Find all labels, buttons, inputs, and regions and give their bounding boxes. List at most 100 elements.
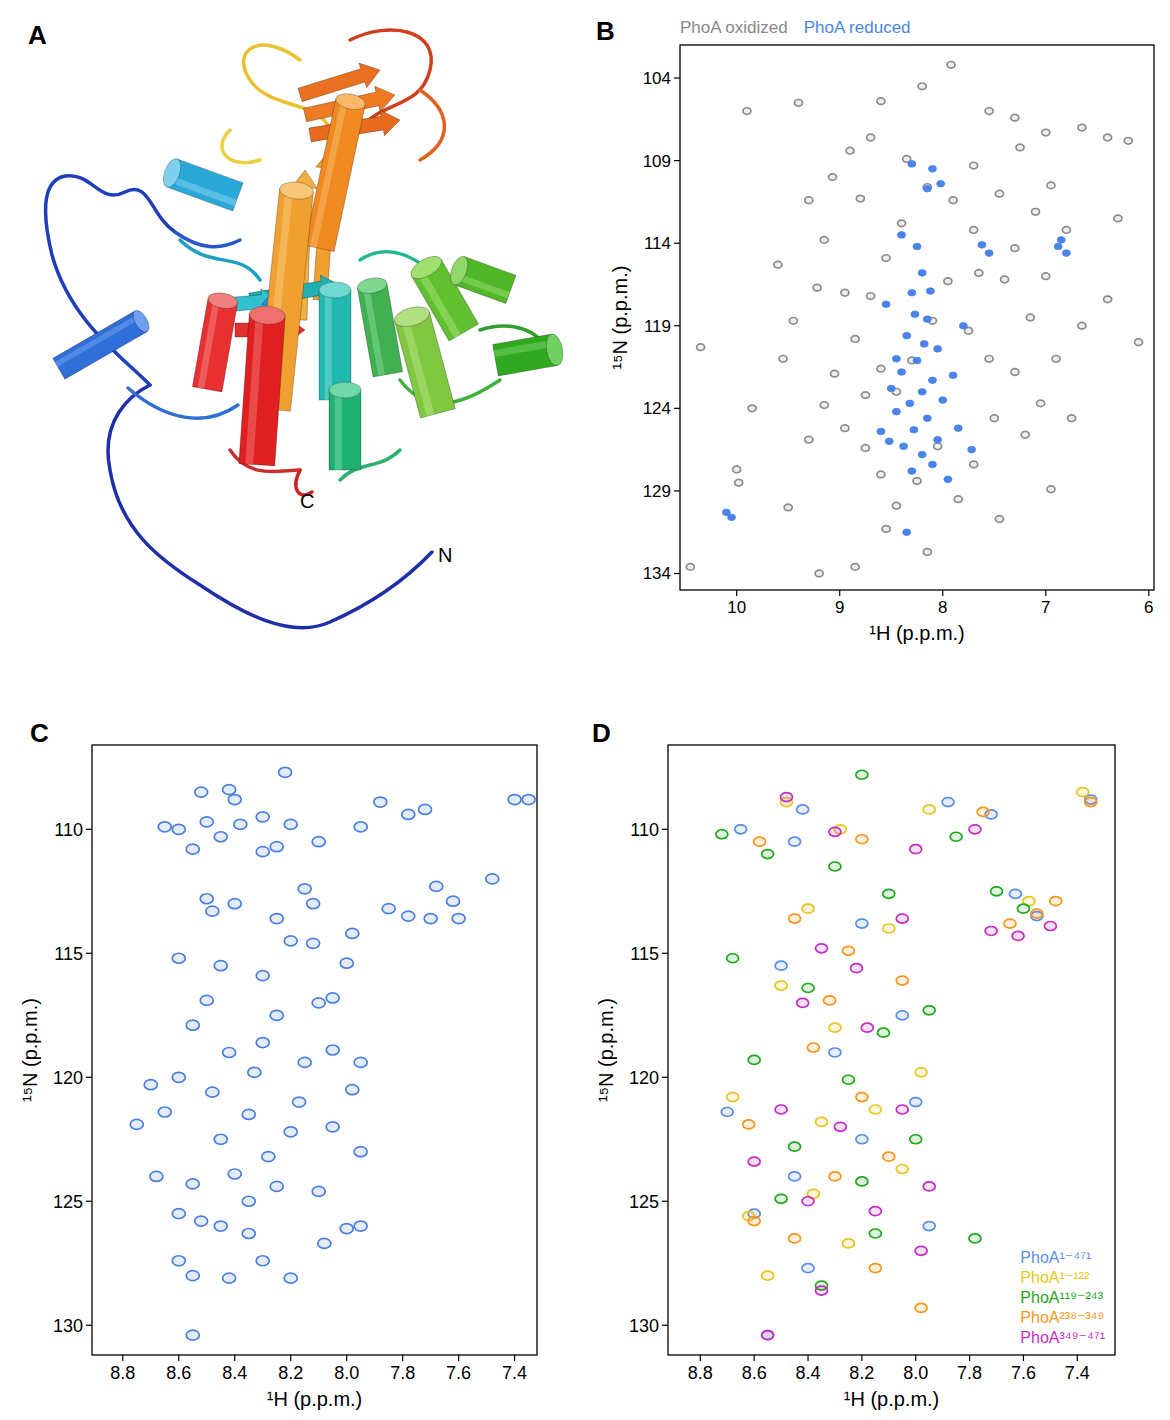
y-tick [86, 829, 92, 830]
x-tick-label: 7.4 [1065, 1363, 1090, 1383]
terminus-label: N [438, 544, 452, 566]
peak [915, 1246, 927, 1255]
peak [851, 564, 859, 571]
peak [968, 446, 976, 453]
peak [1114, 215, 1122, 222]
peak [1021, 431, 1029, 438]
helix-shine [401, 318, 435, 417]
y-tick [674, 160, 680, 161]
peak [256, 971, 269, 981]
peak [911, 311, 919, 318]
peak [829, 1172, 841, 1181]
peak [780, 793, 792, 802]
peak [242, 1196, 255, 1206]
peak [802, 1197, 814, 1206]
peak [829, 827, 841, 836]
peak [877, 428, 885, 435]
peak [869, 1264, 881, 1273]
x-tick-label: 8.6 [742, 1363, 767, 1383]
peak [200, 894, 213, 904]
x-tick [290, 1355, 291, 1361]
y-tick [674, 325, 680, 326]
x-tick-label: 8.0 [334, 1363, 359, 1383]
peak [186, 1020, 199, 1030]
helix-cap [319, 282, 351, 298]
legend-label: PhoA reduced [804, 18, 911, 37]
peak [923, 316, 931, 323]
peak [346, 928, 359, 938]
peak [340, 1224, 353, 1234]
peak [985, 355, 993, 362]
y-tick-label: 130 [53, 1316, 83, 1336]
peak [762, 1271, 774, 1280]
peak [270, 914, 283, 924]
peak [1012, 931, 1024, 940]
peak [841, 425, 849, 432]
peak [892, 355, 900, 362]
peak [975, 270, 983, 277]
peak [721, 1107, 733, 1116]
peak [284, 819, 297, 829]
peak [908, 468, 916, 475]
peak [326, 1122, 339, 1132]
panel-letter: D [592, 718, 611, 748]
peak [775, 981, 787, 990]
peak [779, 355, 787, 362]
helix-body [305, 99, 366, 252]
peak [1068, 415, 1076, 422]
helix-body [192, 298, 237, 392]
peak [954, 425, 962, 432]
cartoon-helix [192, 291, 238, 392]
peak [186, 1179, 199, 1189]
peak [829, 1048, 841, 1057]
peak [256, 847, 269, 857]
peak [284, 1127, 297, 1137]
peak [892, 502, 900, 509]
figure: ANC109876104109114119124129134¹H (p.p.m.… [0, 0, 1170, 1420]
peak [970, 461, 978, 468]
cartoon-helix [493, 333, 566, 376]
peak [950, 832, 962, 841]
peak [928, 377, 936, 384]
peak [898, 232, 906, 239]
peak [908, 161, 916, 168]
y-tick [86, 953, 92, 954]
x-tick [402, 1355, 403, 1361]
peak [256, 1038, 269, 1048]
peak [284, 1273, 297, 1283]
legend: PhoA oxidizedPhoA reduced [680, 18, 911, 37]
x-tick [754, 1355, 755, 1361]
peak [234, 819, 247, 829]
peak [1011, 245, 1019, 252]
peak [130, 1119, 143, 1129]
peak [842, 946, 854, 955]
x-axis-title: ¹H (p.p.m.) [869, 622, 965, 644]
y-tick-label: 114 [644, 234, 671, 253]
cartoon-helix [53, 308, 152, 379]
peak [937, 180, 945, 187]
peak [312, 1186, 325, 1196]
y-tick [662, 1325, 668, 1326]
peak [158, 822, 171, 832]
peak [934, 443, 942, 450]
peak [807, 1043, 819, 1052]
peak [841, 289, 849, 296]
y-tick-label: 119 [644, 317, 671, 336]
peak [934, 436, 942, 443]
y-tick [674, 490, 680, 491]
structure-cartoon [46, 30, 566, 628]
peak [1032, 209, 1040, 216]
peak [1078, 124, 1086, 131]
y-tick [662, 1077, 668, 1078]
x-tick-label: 8.4 [796, 1363, 821, 1383]
peak [270, 842, 283, 852]
peak [223, 1273, 236, 1283]
helix-shine [310, 100, 348, 248]
peak [851, 336, 859, 343]
peak [856, 1177, 868, 1186]
x-tick [346, 1355, 347, 1361]
peak [223, 1047, 236, 1057]
peak [805, 197, 813, 204]
peak [928, 166, 936, 173]
legend-label: PhoA²³⁸⁻³⁴⁹ [1020, 1309, 1104, 1326]
